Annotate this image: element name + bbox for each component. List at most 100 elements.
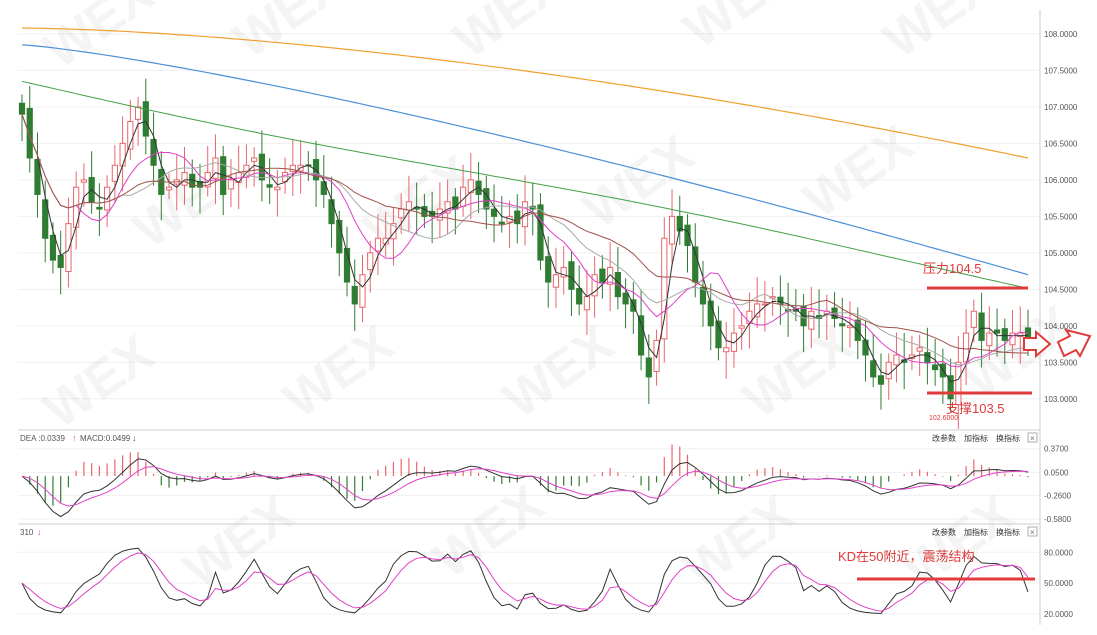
resistance-label: 压力104.5 [923, 261, 982, 276]
price-tick-label: 107.5000 [1044, 66, 1078, 75]
candle-body [970, 310, 977, 328]
candle [374, 213, 382, 276]
candle-body [196, 180, 204, 188]
candle-body [514, 210, 521, 225]
candle-body [877, 375, 885, 385]
candle [893, 332, 900, 383]
candle-body [1017, 332, 1024, 337]
candle-body [80, 179, 88, 183]
candle [320, 154, 327, 209]
candle [699, 260, 707, 327]
candle-body [374, 237, 382, 252]
candle-body [274, 186, 281, 191]
macd-switch-indicator-button[interactable]: 换指标 [996, 433, 1020, 443]
candle [622, 278, 629, 329]
candle-body [699, 286, 707, 305]
candle-body [885, 361, 892, 380]
candle-body [661, 237, 668, 340]
candle [630, 282, 637, 334]
candle-body [181, 172, 188, 186]
macd-panel [21, 444, 1029, 518]
candle [390, 207, 397, 266]
candle [367, 240, 374, 293]
candle-body [351, 285, 358, 305]
kd-switch-indicator-button[interactable]: 换指标 [996, 527, 1020, 537]
candle-body [119, 142, 126, 167]
candle [754, 277, 761, 329]
macd-tick-label: 0.0500 [1044, 468, 1069, 477]
candle [684, 214, 691, 273]
candle-body [599, 268, 606, 283]
candle [877, 353, 885, 410]
candle [165, 173, 173, 200]
candle [127, 99, 134, 160]
macd-histogram [29, 444, 1029, 506]
candle-body [932, 364, 939, 371]
candle-body [483, 188, 490, 210]
candle [560, 245, 567, 295]
ma-30-line [21, 114, 1029, 366]
up-right-arrow-icon [1056, 328, 1092, 358]
candle-body [924, 352, 931, 363]
ma-60-line [21, 114, 1028, 354]
macd-tick-label: -0.5800 [1044, 515, 1072, 524]
candle [723, 322, 730, 379]
candle-body [227, 179, 235, 190]
candle [421, 193, 428, 229]
macd-close-button[interactable] [1027, 432, 1038, 443]
candle-body [34, 158, 41, 195]
candle-body [498, 221, 505, 225]
candle [839, 297, 846, 352]
candle [80, 163, 88, 207]
kd-close-button[interactable] [1027, 526, 1038, 537]
candle [637, 289, 645, 371]
kd-edit-params-button[interactable]: 改参数 [932, 527, 956, 537]
macd-arrow-down-icon: ↓ [132, 433, 137, 443]
candle-body [405, 201, 413, 211]
candle-body [65, 223, 72, 273]
ma-short-line [21, 114, 1028, 383]
candle-body [266, 184, 273, 188]
candle-body [645, 357, 652, 378]
candle [111, 145, 118, 203]
candle [150, 112, 157, 186]
candle-body [127, 120, 134, 150]
kd-add-indicator-button[interactable]: 加指标 [964, 527, 988, 537]
candle-body [591, 274, 598, 297]
candle-body [630, 299, 637, 312]
candle-body [289, 164, 296, 172]
candle-body [359, 274, 366, 308]
sideways-arrow-icon [1023, 329, 1052, 359]
candle [1017, 306, 1024, 364]
kd-tick-label: 50.0000 [1044, 579, 1073, 588]
candle [359, 254, 366, 323]
price-tick-label: 108.0000 [1044, 30, 1078, 39]
macd-tick-label: -0.2600 [1044, 491, 1072, 500]
macd-add-indicator-button[interactable]: 加指标 [964, 433, 988, 443]
candle-body [576, 288, 583, 305]
candle-body [134, 106, 142, 120]
ma-500-line [22, 27, 1029, 159]
price-tick-label: 106.5000 [1044, 139, 1078, 148]
candle-body [57, 254, 64, 268]
candle-body [607, 266, 614, 285]
support-label: 支撑103.5 [946, 401, 1005, 416]
macd-arrow-up-icon: ↑ [72, 433, 77, 443]
candle [955, 335, 962, 429]
macd-panel-buttons: 改参数 加指标 换指标 × [932, 432, 1038, 443]
candle-body [552, 274, 560, 288]
macd-legend-macd: MACD:0.0499 [80, 434, 131, 443]
candle [591, 256, 598, 318]
candle [986, 306, 993, 361]
candle [715, 306, 722, 361]
price-tick-label: 104.0000 [1044, 322, 1078, 331]
candle [212, 134, 219, 205]
candle [939, 348, 946, 404]
macd-edit-params-button[interactable]: 改参数 [932, 433, 956, 443]
candle-body [916, 347, 923, 352]
candle [962, 309, 970, 385]
candle [34, 132, 41, 218]
candle-body [251, 157, 258, 162]
candle [978, 292, 985, 368]
